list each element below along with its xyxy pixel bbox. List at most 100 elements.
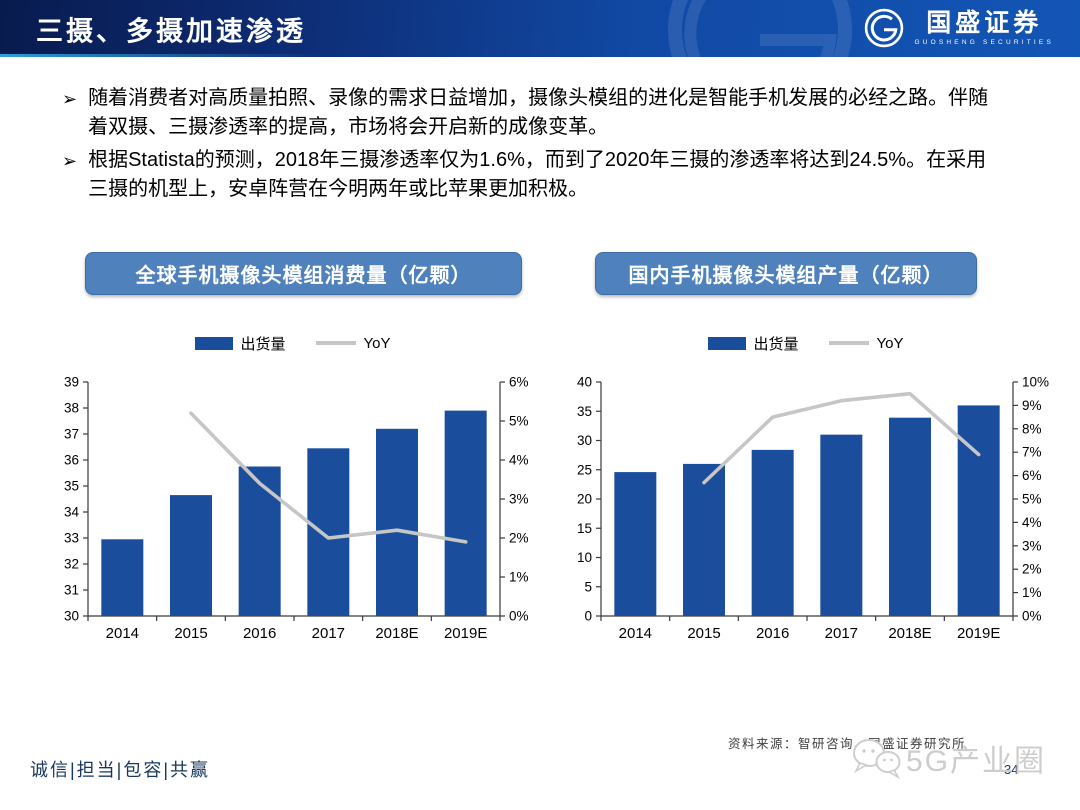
left-axis-tick-label: 35 — [64, 479, 79, 494]
x-axis-label: 2017 — [825, 625, 858, 642]
bullet-list: ➢ 随着消费者对高质量拍照、录像的需求日益增加，摄像头模组的进化是智能手机发展的… — [62, 84, 1000, 208]
right-axis-tick-label: 3% — [509, 492, 529, 507]
left-axis-tick-label: 34 — [64, 505, 80, 520]
right-axis-tick-label: 6% — [509, 375, 529, 390]
right-axis-tick-label: 2% — [1022, 562, 1042, 577]
header-bar: 三摄、多摄加速渗透 国盛证券 GUOSHENG SECURITIES — [0, 0, 1080, 122]
bar-2015 — [683, 463, 725, 616]
chart-global-legend: 出货量 YoY — [40, 330, 545, 356]
right-axis-tick-label: 3% — [1022, 538, 1042, 553]
chat-bubbles-icon — [853, 739, 901, 780]
left-axis-tick-label: 30 — [577, 433, 592, 448]
shipments-legend-swatch-icon — [707, 336, 746, 350]
bullet-item-1: ➢ 随着消费者对高质量拍照、录像的需求日益增加，摄像头模组的进化是智能手机发展的… — [62, 84, 1000, 143]
chart-domestic-plot: 0 5 10 15 20 25 30 35 40 0% 1% 2% 3% 4% 5% 6% 7% 8% 9% 10% 2… — [553, 358, 1058, 660]
x-axis-label: 2016 — [756, 625, 789, 642]
chart-global: 出货量 YoY 30 31 32 33 34 35 36 37 38 39 0% 1% 2% 3% 4% 5%… — [40, 330, 545, 660]
bar-2017 — [820, 434, 863, 616]
x-axis-label: 2016 — [243, 625, 276, 642]
brand-name: 国盛证券 — [926, 9, 1043, 38]
left-axis-tick-label: 33 — [64, 531, 79, 546]
watermark-text: 5G产业圈 — [906, 745, 1047, 778]
right-axis-tick-label: 0% — [1022, 609, 1042, 624]
arrow-bullet-icon: ➢ — [62, 150, 78, 171]
source-note: 资料来源：智研咨询、国盛证券研究所 — [728, 737, 967, 751]
yoy-legend-label: YoY — [876, 334, 904, 352]
left-axis-tick-label: 15 — [577, 521, 592, 536]
bar-2016 — [238, 466, 281, 616]
brand-logo: 国盛证券 GUOSHENG SECURITIES — [863, 7, 1054, 49]
left-axis-tick-label: 5 — [584, 579, 592, 594]
bar-2018E — [376, 428, 418, 616]
chart-global-plot: 30 31 32 33 34 35 36 37 38 39 0% 1% 2% 3% 4% 5% 6% 2014 20… — [40, 358, 545, 660]
left-axis-tick-label: 31 — [64, 583, 79, 598]
chart-domestic-legend: 出货量 YoY — [553, 330, 1058, 356]
right-axis-tick-label: 0% — [509, 609, 529, 624]
right-axis-tick-label: 5% — [509, 414, 529, 429]
yoy-legend-line-icon — [315, 341, 356, 345]
x-axis-label: 2019E — [957, 625, 1000, 642]
company-motto: 诚信|担当|包容|共赢 — [30, 760, 211, 780]
right-axis-tick-label: 2% — [509, 531, 529, 546]
x-axis-label: 2018E — [375, 625, 418, 642]
brand-subtitle: GUOSHENG SECURITIES — [914, 38, 1054, 46]
x-axis-label: 2015 — [687, 625, 720, 642]
right-axis-tick-label: 1% — [1022, 585, 1042, 600]
chart-global-plot-svg: 30 31 32 33 34 35 36 37 38 39 0% 1% 2% 3% 4% 5% 6% 2014 20… — [64, 375, 529, 643]
yoy-line — [189, 411, 468, 544]
left-axis-tick-label: 30 — [64, 609, 79, 624]
x-axis-label: 2015 — [174, 625, 207, 642]
header-logo-watermark-icon — [668, 0, 852, 122]
right-axis-tick-label: 8% — [1022, 421, 1042, 436]
chart-domestic: 出货量 YoY 0 5 10 15 20 25 30 35 40 0% 1% 2% 3% 4% 5% 6% 7%… — [553, 330, 1058, 660]
bar-2015 — [170, 495, 212, 616]
chart-title-domestic: 国内手机摄像头模组产量（亿颗） — [595, 252, 977, 295]
bar-2019E — [444, 410, 487, 616]
yoy-line — [702, 391, 981, 485]
left-axis-tick-label: 32 — [64, 557, 79, 572]
bar-2014 — [614, 472, 657, 616]
shipments-legend-swatch-icon — [194, 336, 233, 350]
x-axis-label: 2014 — [106, 625, 139, 642]
bullet-item-2: ➢ 根据Statista的预测，2018年三摄渗透率仅为1.6%，而到了2020… — [62, 146, 1000, 205]
page-number: 34 — [1004, 762, 1019, 777]
shipments-legend-label: 出货量 — [240, 335, 286, 353]
bar-2017 — [307, 448, 350, 616]
x-axis-label: 2018E — [888, 625, 931, 642]
x-axis-label: 2019E — [444, 625, 487, 642]
right-axis-tick-label: 7% — [1022, 445, 1042, 460]
yoy-legend-line-icon — [828, 341, 869, 345]
left-axis-tick-label: 37 — [64, 427, 79, 442]
left-axis-tick-label: 25 — [577, 462, 592, 477]
left-axis-tick-label: 0 — [584, 609, 592, 624]
brand-text: 国盛证券 GUOSHENG SECURITIES — [914, 9, 1054, 46]
arrow-bullet-icon: ➢ — [62, 89, 78, 109]
page-title: 三摄、多摄加速渗透 — [36, 16, 306, 46]
left-axis-tick-label: 39 — [64, 375, 79, 390]
left-axis-tick-label: 35 — [577, 404, 592, 419]
guosheng-logo-icon — [865, 8, 904, 48]
right-axis-tick-label: 4% — [509, 453, 529, 468]
right-axis-tick-label: 5% — [1022, 492, 1042, 507]
left-axis-tick-label: 38 — [64, 401, 79, 416]
right-axis-tick-label: 10% — [1022, 375, 1049, 390]
left-axis-tick-label: 40 — [577, 375, 592, 390]
yoy-legend-label: YoY — [363, 334, 391, 352]
chart-domestic-plot-svg: 0 5 10 15 20 25 30 35 40 0% 1% 2% 3% 4% 5% 6% 7% 8% 9% 10% 2… — [577, 375, 1049, 643]
left-axis-tick-label: 10 — [577, 550, 592, 565]
shipments-legend-label: 出货量 — [753, 335, 799, 353]
bar-2018E — [889, 417, 931, 616]
chart-title-global: 全球手机摄像头模组消费量（亿颗） — [85, 252, 522, 295]
bullet-text-2: 根据Statista的预测，2018年三摄渗透率仅为1.6%，而到了2020年三… — [88, 148, 987, 201]
right-axis-tick-label: 4% — [1022, 515, 1042, 530]
x-axis-label: 2014 — [619, 625, 652, 642]
right-axis-tick-label: 1% — [509, 570, 529, 585]
left-axis-tick-label: 36 — [64, 453, 79, 468]
right-axis-tick-label: 9% — [1022, 398, 1042, 413]
bar-2019E — [957, 405, 1000, 616]
wechat-watermark: 5G产业圈 — [850, 736, 1046, 780]
bullet-text-1: 随着消费者对高质量拍照、录像的需求日益增加，摄像头模组的进化是智能手机发展的必经… — [88, 87, 989, 139]
x-axis-label: 2017 — [312, 625, 345, 642]
bar-2014 — [101, 539, 144, 616]
left-axis-tick-label: 20 — [577, 492, 592, 507]
